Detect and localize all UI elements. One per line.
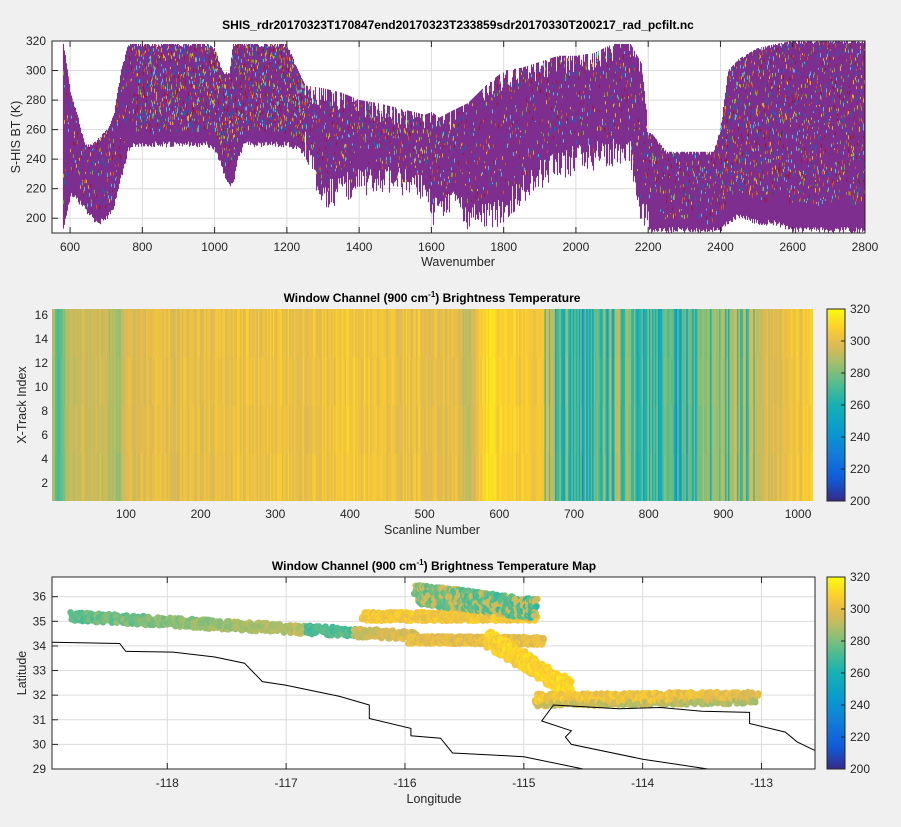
spectra-plot: 600 800 1000 1200 1400 1600 1800 2000 2200 2400 26… xyxy=(9,18,879,269)
